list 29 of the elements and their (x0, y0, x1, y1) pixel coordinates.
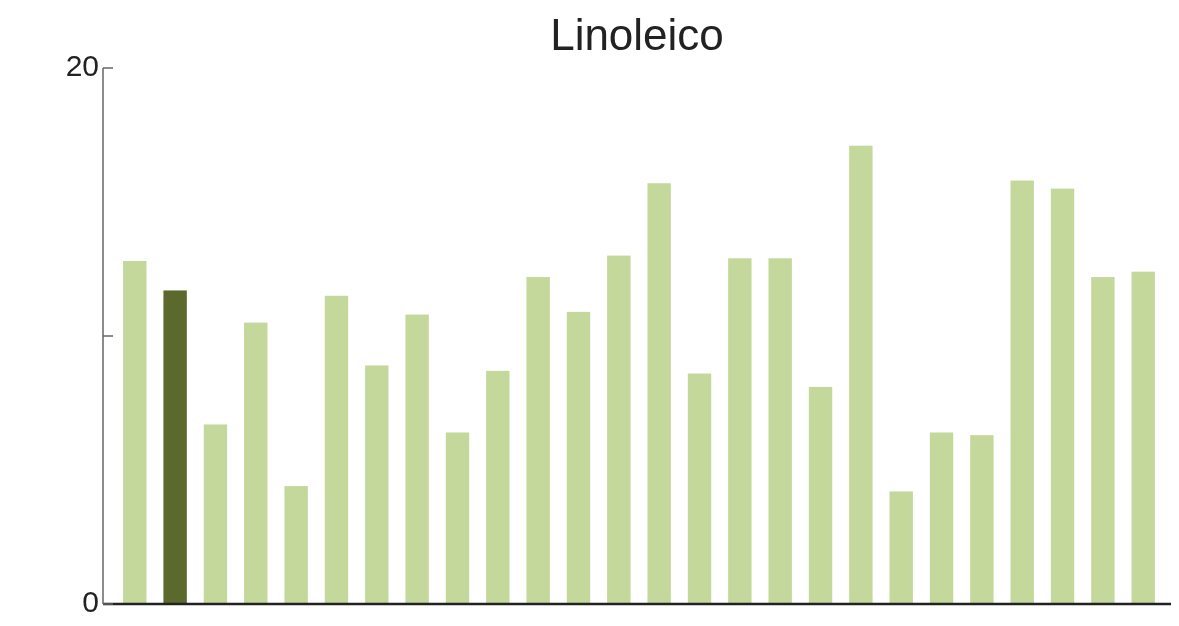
bar (405, 314, 429, 604)
bar (445, 432, 470, 604)
bar (1091, 277, 1115, 604)
chart-title: Linoleico (550, 9, 724, 59)
bar (284, 486, 308, 604)
bar (526, 277, 550, 604)
bar (607, 255, 631, 604)
y-tick-label: 0 (82, 584, 99, 618)
bar (324, 295, 349, 604)
bar (123, 260, 147, 604)
bar (566, 311, 591, 604)
bar (970, 435, 994, 604)
bar (849, 145, 873, 604)
bar (365, 365, 389, 604)
bar (929, 432, 954, 604)
bar (889, 491, 913, 604)
bar (1050, 188, 1075, 604)
bar (728, 258, 752, 604)
bar (1010, 180, 1034, 604)
bar (687, 373, 712, 604)
bar (244, 322, 268, 604)
bar (163, 290, 187, 604)
bar (808, 386, 833, 604)
bar (203, 424, 228, 604)
bar (768, 258, 792, 604)
bar (486, 370, 510, 604)
bar (1131, 271, 1155, 604)
bar (647, 183, 671, 604)
y-tick-label: 20 (65, 48, 99, 82)
